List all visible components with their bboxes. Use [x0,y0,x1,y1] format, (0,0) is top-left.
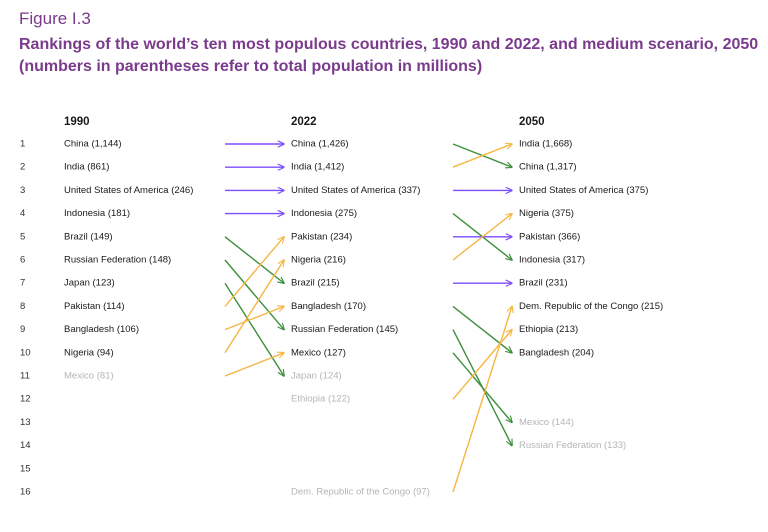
chart-title: Rankings of the world’s ten most populou… [19,36,759,75]
rank-number: 16 [20,487,31,498]
country-label: Pakistan (234) [291,231,352,242]
rank-change-arrow [452,305,512,352]
year-header-2050: 2050 [519,116,545,128]
country-label: Mexico (144) [519,417,574,428]
rank-change-arrow [224,259,284,330]
rank-number: 12 [20,394,31,405]
rank-change-arrow [224,260,284,354]
country-label: Bangladesh (170) [291,301,366,312]
rank-change-arrow [224,306,284,331]
country-label: Russian Federation (133) [519,440,626,451]
country-labels: China (1,144) India (861) United States of… [64,139,663,498]
country-label: Pakistan (114) [64,301,125,312]
country-label: India (861) [64,162,109,173]
figure-label: Figure I.3 [19,9,91,28]
year-header-1990: 1990 [64,116,90,128]
rank-number: 3 [20,185,25,196]
country-label: Nigeria (216) [291,255,346,266]
country-label: Indonesia (275) [291,208,357,219]
country-label: Nigeria (94) [64,347,114,358]
country-label: Russian Federation (148) [64,255,171,266]
rank-number: 14 [20,440,31,451]
rank-number: 7 [20,278,25,289]
country-label: United States of America (337) [291,185,420,196]
country-label: Brazil (231) [519,278,568,289]
rank-number: 13 [20,417,31,428]
rank-number: 15 [20,463,31,474]
rank-change-arrow [452,214,512,261]
country-label: Ethiopia (213) [519,324,578,335]
country-label: Brazil (149) [64,231,113,242]
rank-change-arrow [224,282,284,376]
year-header-2022: 2022 [291,116,317,128]
country-label: China (1,426) [291,139,349,150]
country-label: Japan (123) [64,278,115,289]
country-label: Ethiopia (122) [291,394,350,405]
country-label: Japan (124) [291,371,342,382]
country-label: United States of America (375) [519,185,648,196]
rank-number: 9 [20,324,25,335]
rank-change-arrow [224,237,284,307]
country-label: Brazil (215) [291,278,340,289]
country-label: Nigeria (375) [519,208,574,219]
country-label: United States of America (246) [64,185,193,196]
country-label: Bangladesh (106) [64,324,139,335]
rank-number: 1 [20,139,25,150]
rank-number: 2 [20,162,25,173]
country-label: Mexico (127) [291,347,346,358]
rank-change-arrow [224,236,284,283]
country-label: China (1,144) [64,139,122,150]
country-label: India (1,668) [519,139,572,150]
rank-change-arrow [452,144,512,168]
rank-number: 11 [20,371,30,382]
country-label: Pakistan (366) [519,231,580,242]
rank-change-arrows [224,144,512,493]
rank-change-arrow [224,353,284,377]
rank-change-arrow [452,330,512,400]
rank-number: 10 [20,347,31,358]
country-label: Bangladesh (204) [519,347,594,358]
rank-number: 6 [20,255,25,266]
country-label: Indonesia (317) [519,255,585,266]
country-label: China (1,317) [519,162,577,173]
country-label: Mexico (81) [64,371,114,382]
country-label: Dem. Republic of the Congo (215) [519,301,663,312]
year-headers: 1990 2022 2050 [64,116,545,128]
rank-number: 4 [20,208,25,219]
rank-number: 5 [20,231,25,242]
country-label: Dem. Republic of the Congo (97) [291,487,430,498]
country-label: India (1,412) [291,162,344,173]
country-label: Indonesia (181) [64,208,130,219]
rank-change-arrow [452,352,512,423]
country-label: Russian Federation (145) [291,324,398,335]
rank-number: 8 [20,301,25,312]
rank-change-arrow [452,306,512,493]
